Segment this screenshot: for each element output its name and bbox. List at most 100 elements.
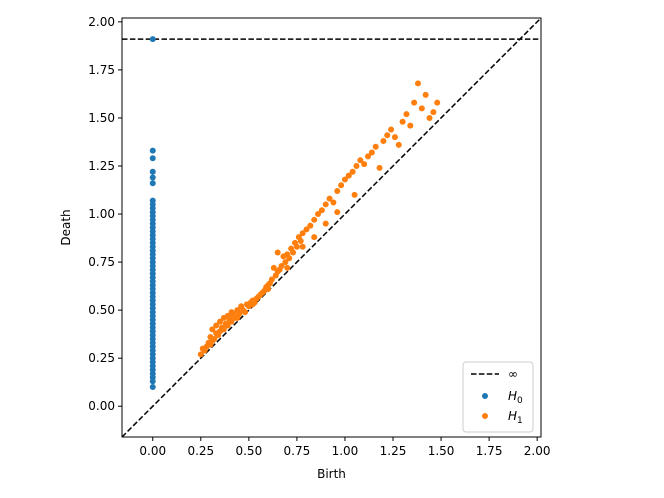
point-h1 — [322, 201, 329, 208]
point-h1 — [299, 230, 306, 237]
point-h1 — [249, 301, 256, 308]
point-h1 — [399, 118, 406, 125]
point-h1 — [411, 99, 418, 106]
point-h1 — [242, 309, 249, 316]
x-tick-label: 1.50 — [428, 444, 455, 458]
legend-label-h0: H0 — [508, 389, 523, 406]
point-h1 — [265, 286, 272, 293]
point-h1 — [357, 157, 364, 164]
point-h1 — [315, 211, 322, 218]
axes: 0.00 0.25 0.50 0.75 1.00 1.25 1.50 1.75 2.00 0.00… — [88, 15, 550, 458]
point-h1 — [290, 249, 297, 256]
point-h1 — [365, 153, 372, 160]
point-h1 — [384, 132, 391, 139]
y-tick-label: 1.00 — [88, 207, 115, 221]
point-h1 — [376, 164, 383, 171]
y-axis-title: Death — [59, 209, 73, 245]
point-h1 — [274, 249, 281, 256]
point-h1 — [278, 262, 285, 269]
point-h1 — [270, 264, 277, 271]
point-h0 — [149, 378, 156, 385]
x-axis-title: Birth — [317, 467, 346, 481]
point-h1 — [341, 176, 348, 183]
point-h1 — [228, 318, 235, 325]
legend-marker-h1 — [482, 413, 488, 419]
point-h1 — [268, 276, 275, 283]
point-h1 — [234, 314, 241, 321]
x-tick-label: 0.75 — [284, 444, 311, 458]
point-h1 — [403, 111, 410, 118]
point-h1 — [311, 234, 318, 241]
x-tick-label: 1.25 — [380, 444, 407, 458]
point-h1 — [407, 122, 414, 129]
point-h1 — [391, 134, 398, 141]
point-h1 — [353, 162, 360, 169]
point-h1 — [380, 138, 387, 145]
point-h1 — [326, 195, 333, 202]
y-tick-label: 0.00 — [88, 399, 115, 413]
point-h1 — [220, 326, 227, 333]
point-h1 — [209, 326, 216, 333]
point-h1 — [211, 335, 218, 342]
point-h1 — [282, 259, 289, 266]
point-h1 — [351, 191, 358, 198]
point-h0 — [149, 36, 156, 43]
point-h1 — [334, 209, 341, 216]
point-h1 — [217, 318, 224, 325]
point-h1 — [418, 105, 425, 112]
point-h1 — [368, 149, 375, 156]
point-h1 — [345, 172, 352, 179]
point-h1 — [361, 161, 368, 168]
point-h1 — [299, 243, 306, 250]
point-h1 — [414, 80, 421, 87]
point-h1 — [430, 109, 437, 116]
plot-area — [122, 18, 541, 437]
point-h1 — [318, 207, 325, 214]
y-tick-label: 2.00 — [88, 15, 115, 29]
x-tick-label: 1.00 — [332, 444, 359, 458]
point-h1 — [224, 322, 231, 329]
point-h1 — [293, 243, 300, 250]
point-h1 — [322, 220, 329, 227]
point-h1 — [395, 141, 402, 148]
point-h1 — [311, 216, 318, 223]
point-h1 — [338, 182, 345, 189]
point-h1 — [284, 264, 291, 271]
legend-frame — [462, 361, 534, 433]
x-tick-label: 1.75 — [476, 444, 503, 458]
point-h1 — [349, 168, 356, 175]
diagonal-line — [122, 18, 541, 437]
legend-label-infinity: ∞ — [508, 367, 518, 381]
point-h1 — [286, 255, 293, 262]
x-tick-label: 0.50 — [235, 444, 262, 458]
point-h1 — [230, 310, 237, 317]
point-h0 — [149, 155, 156, 162]
y-tick-label: 1.50 — [88, 111, 115, 125]
y-tick-label: 0.50 — [88, 303, 115, 317]
legend-marker-h0 — [482, 393, 488, 399]
point-h1 — [388, 126, 395, 133]
x-tick-label: 0.25 — [187, 444, 214, 458]
series-h1 — [197, 80, 441, 358]
point-h1 — [213, 322, 220, 329]
point-h1 — [330, 199, 337, 206]
point-h1 — [434, 99, 441, 106]
y-tick-label: 0.75 — [88, 255, 115, 269]
point-h0 — [149, 174, 156, 181]
x-tick-label: 2.00 — [524, 444, 551, 458]
y-tick-label: 1.75 — [88, 63, 115, 77]
point-h1 — [303, 226, 310, 233]
x-tick-label: 0.00 — [139, 444, 166, 458]
point-h1 — [197, 351, 204, 358]
point-h1 — [372, 143, 379, 150]
point-h1 — [297, 237, 304, 244]
point-h1 — [426, 114, 433, 121]
series-h0 — [149, 36, 156, 391]
axes-frame — [121, 17, 542, 438]
legend: ∞ H0 H1 — [462, 361, 534, 433]
point-h1 — [307, 222, 314, 229]
legend-label-h1: H1 — [508, 409, 523, 426]
point-h0 — [149, 168, 156, 175]
point-h1 — [334, 187, 341, 194]
